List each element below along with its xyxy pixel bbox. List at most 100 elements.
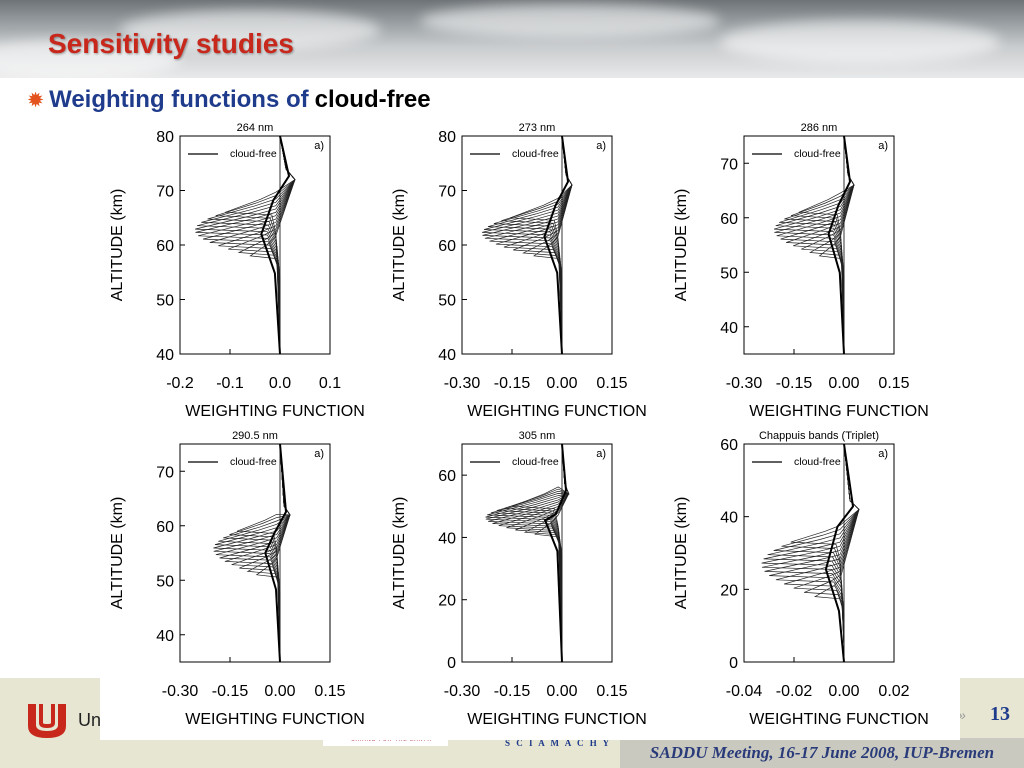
x-axis-label: WEIGHTING FUNCTION [749, 403, 929, 420]
chart-panel-4: 290.5 nm a) cloud-free -0.30 -0.15 0.00 0.15 40… [109, 430, 365, 728]
curve-group [213, 444, 291, 662]
university-logo-icon [28, 704, 66, 738]
y-tick-label: 50 [438, 293, 456, 310]
wf-curve [209, 136, 296, 354]
y-tick-label: 40 [156, 347, 174, 364]
y-axis-label: ALTITUDE (km) [109, 497, 126, 610]
plot-frame [179, 443, 331, 663]
cloud-free-curve [827, 136, 852, 354]
x-tick-label: -0.04 [726, 683, 763, 700]
page-number: 13 [990, 703, 1010, 725]
plot-frame [461, 443, 613, 663]
y-tick-label: 80 [156, 129, 174, 146]
chart-panel-3: 286 nm a) cloud-free -0.30 -0.15 0.00 0.15 40 50… [673, 122, 929, 420]
sciamachy-label: S C I A M A C H Y [505, 738, 612, 748]
wf-curve [790, 136, 855, 354]
chart-title: 305 nm [519, 430, 556, 442]
y-axis-label: ALTITUDE (km) [673, 189, 690, 302]
y-tick-label: 20 [720, 582, 738, 599]
x-axis-label: WEIGHTING FUNCTION [749, 711, 929, 728]
x-tick-label: 0.15 [314, 683, 345, 700]
wf-curve [487, 444, 570, 662]
y-tick-label: 70 [438, 184, 456, 201]
wf-curve [801, 136, 855, 354]
x-tick-label: 0.00 [546, 375, 577, 392]
sun-icon: ✹ [28, 90, 44, 110]
chart-title: 290.5 nm [232, 430, 278, 442]
x-axis-label: WEIGHTING FUNCTION [185, 711, 365, 728]
y-tick-label: 60 [438, 468, 456, 485]
y-axis-label: ALTITUDE (km) [391, 497, 408, 610]
y-tick-label: 0 [447, 655, 456, 672]
meeting-caption: SADDU Meeting, 16-17 June 2008, IUP-Brem… [620, 738, 1024, 768]
wf-curve [198, 136, 296, 354]
y-axis-label: ALTITUDE (km) [109, 189, 126, 302]
chart-panel-6: Chappuis bands (Triplet) a) cloud-free -0.0… [673, 430, 929, 728]
wf-curve [503, 444, 570, 662]
chart-title: 273 nm [519, 122, 556, 134]
cloud-free-curve [264, 444, 288, 662]
wf-curve [218, 136, 296, 354]
legend-label: cloud-free [512, 148, 559, 160]
chart-panel-1: 264 nm a) cloud-free -0.2 -0.1 0.0 0.1 40 50 60 70… [109, 122, 365, 420]
y-tick-label: 70 [156, 464, 174, 481]
x-tick-label: 0.1 [319, 375, 341, 392]
x-tick-label: 0.15 [596, 375, 627, 392]
curve-group [482, 136, 573, 354]
x-tick-label: -0.2 [166, 375, 194, 392]
legend-label: cloud-free [794, 456, 841, 468]
y-tick-label: 50 [720, 265, 738, 282]
x-tick-label: 0.00 [828, 683, 859, 700]
panel-tag: a) [878, 140, 888, 152]
wf-curve [513, 136, 573, 354]
chart-title: Chappuis bands (Triplet) [759, 430, 879, 442]
y-tick-label: 70 [720, 156, 738, 173]
panel-tag: a) [314, 448, 324, 460]
y-tick-label: 0 [729, 655, 738, 672]
y-tick-label: 40 [720, 510, 738, 527]
y-tick-label: 40 [720, 320, 738, 337]
x-tick-label: -0.15 [494, 375, 531, 392]
panel-tag: a) [596, 448, 606, 460]
y-tick-label: 40 [156, 628, 174, 645]
y-tick-label: 40 [438, 530, 456, 547]
header-sky-band [0, 0, 1024, 78]
y-tick-label: 20 [438, 593, 456, 610]
curve-group [761, 444, 860, 662]
wf-curve [201, 136, 296, 354]
wf-curve [818, 136, 855, 354]
chart-title: 264 nm [237, 122, 274, 134]
x-tick-label: 0.15 [596, 683, 627, 700]
wf-curve [215, 136, 296, 354]
x-tick-label: -0.15 [212, 683, 249, 700]
cloud-free-curve [543, 136, 570, 354]
chart-panel-2: 273 nm a) cloud-free -0.30 -0.15 0.00 0.15 40 50… [391, 122, 647, 420]
x-tick-label: -0.15 [776, 375, 813, 392]
partner-tagline: CARING FOR THE EARTH [351, 737, 432, 743]
x-tick-label: 0.00 [828, 375, 859, 392]
wf-curve [534, 444, 570, 662]
wf-curve [255, 444, 291, 662]
university-name: Un [78, 710, 102, 730]
y-axis-label: ALTITUDE (km) [673, 497, 690, 610]
y-tick-label: 60 [156, 519, 174, 536]
cloud-free-curve [260, 136, 291, 354]
curve-group [774, 136, 855, 354]
panel-tag: a) [596, 140, 606, 152]
legend-label: cloud-free [512, 456, 559, 468]
x-tick-label: 0.00 [546, 683, 577, 700]
x-tick-label: -0.30 [444, 683, 481, 700]
panel-tag: a) [878, 448, 888, 460]
figure-panel: 264 nm a) cloud-free -0.2 -0.1 0.0 0.1 40 50 60 70… [100, 118, 960, 740]
wf-curve [249, 136, 296, 354]
legend-label: cloud-free [794, 148, 841, 160]
bullet-line: ✹ Weighting functions of cloud-free [28, 86, 431, 114]
x-tick-label: -0.02 [776, 683, 813, 700]
y-tick-label: 60 [720, 211, 738, 228]
bullet-tail-text: cloud-free [314, 86, 431, 113]
x-tick-label: -0.1 [216, 375, 244, 392]
chart-panel-5: 305 nm a) cloud-free -0.30 -0.15 0.00 0.15 0 20 4… [391, 430, 647, 728]
wf-curve [813, 444, 860, 662]
x-axis-label: WEIGHTING FUNCTION [185, 403, 365, 420]
cloud-free-curve [543, 444, 568, 662]
